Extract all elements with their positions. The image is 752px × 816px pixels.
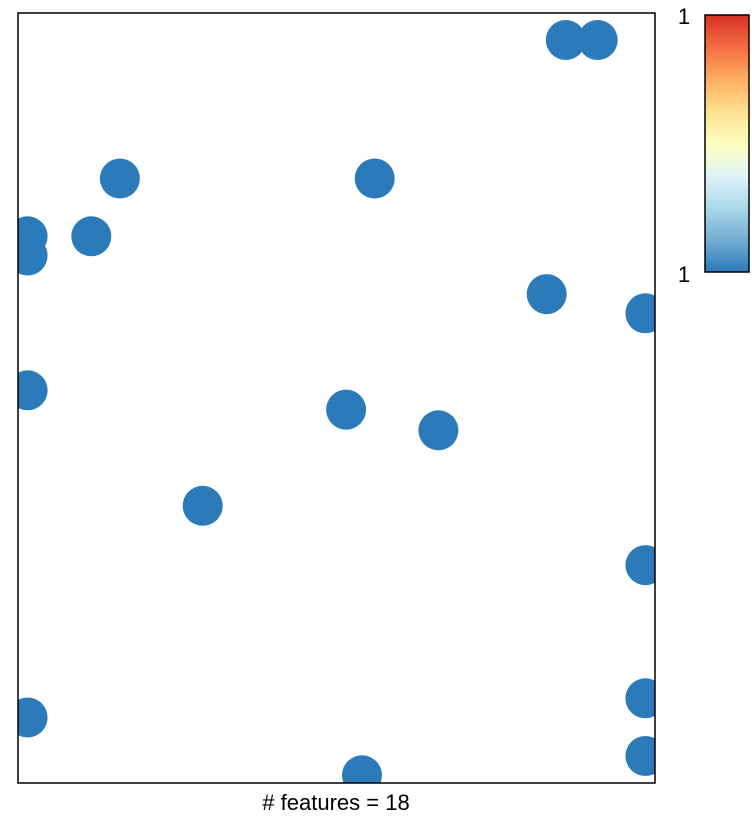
scatter-point-3 — [100, 159, 140, 199]
scatter-point-15 — [625, 678, 665, 718]
scatter-point-2 — [578, 20, 618, 60]
scatter-point-12 — [418, 410, 458, 450]
scatter-points — [8, 20, 666, 795]
scatter-point-13 — [183, 486, 223, 526]
scatter-point-7 — [8, 236, 48, 276]
scatter-point-4 — [355, 159, 395, 199]
scatter-point-11 — [326, 390, 366, 430]
colorbar-bottom-label: 1 — [678, 262, 690, 287]
scatter-point-8 — [527, 274, 567, 314]
scatter-point-10 — [8, 370, 48, 410]
scatter-point-9 — [625, 293, 665, 333]
x-axis-label: # features = 18 — [262, 790, 409, 815]
scatter-point-5 — [71, 216, 111, 256]
colorbar — [705, 15, 749, 272]
scatter-point-16 — [8, 698, 48, 738]
scatter-point-14 — [625, 545, 665, 585]
colorbar-top-label: 1 — [678, 4, 690, 29]
scatter-point-17 — [625, 736, 665, 776]
